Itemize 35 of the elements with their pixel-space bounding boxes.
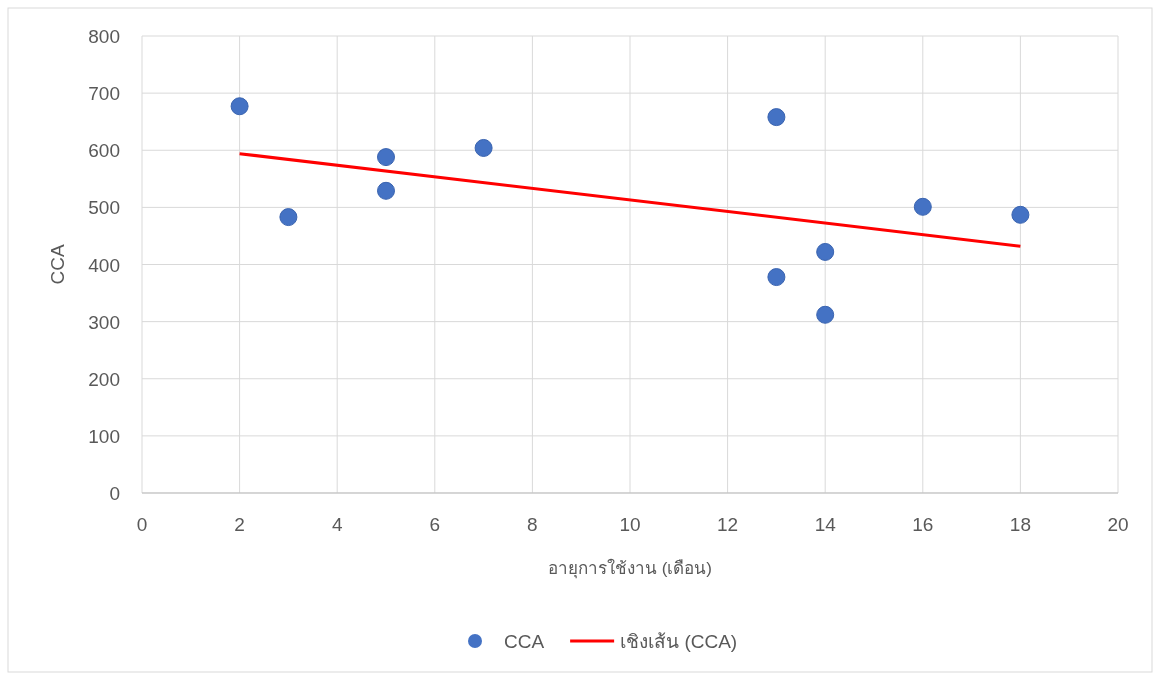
y-axis-title: CCA	[47, 244, 68, 285]
x-tick-label: 12	[717, 514, 739, 535]
point	[377, 181, 395, 200]
y-tick-label: 200	[88, 368, 120, 390]
y-tick-label: 800	[88, 26, 120, 47]
legend-label: เชิงเส้น (CCA)	[620, 631, 738, 652]
point	[230, 97, 249, 116]
x-tick-label: 8	[527, 514, 538, 535]
x-axis-title: อายุการใช้งาน (เดือน)	[547, 558, 713, 579]
point	[377, 148, 395, 167]
point	[816, 305, 835, 324]
y-tick-label: 100	[88, 425, 120, 447]
point	[913, 197, 932, 216]
x-tick-label: 10	[619, 514, 641, 535]
x-tick-label: 0	[136, 514, 148, 535]
x-tick-label: 18	[1009, 514, 1031, 535]
y-tick-label: 0	[109, 483, 120, 504]
x-tick-label: 4	[331, 514, 343, 535]
x-tick-label: 16	[912, 514, 934, 535]
y-tick-label: 600	[88, 140, 120, 162]
point	[1011, 205, 1030, 224]
point	[767, 268, 786, 287]
y-tick-label: 500	[88, 197, 120, 219]
point	[474, 138, 493, 157]
point	[767, 108, 786, 127]
x-tick-label: 14	[814, 514, 837, 535]
point	[816, 242, 835, 261]
x-tick-label: 6	[429, 514, 441, 535]
y-tick-label: 400	[88, 254, 120, 276]
y-tick-label: 300	[88, 311, 120, 333]
point	[279, 208, 298, 227]
x-tick-label: 2	[234, 514, 245, 535]
legend-label: CCA	[504, 631, 545, 652]
y-tick-label: 700	[88, 83, 120, 105]
x-tick-label: 20	[1107, 514, 1129, 535]
